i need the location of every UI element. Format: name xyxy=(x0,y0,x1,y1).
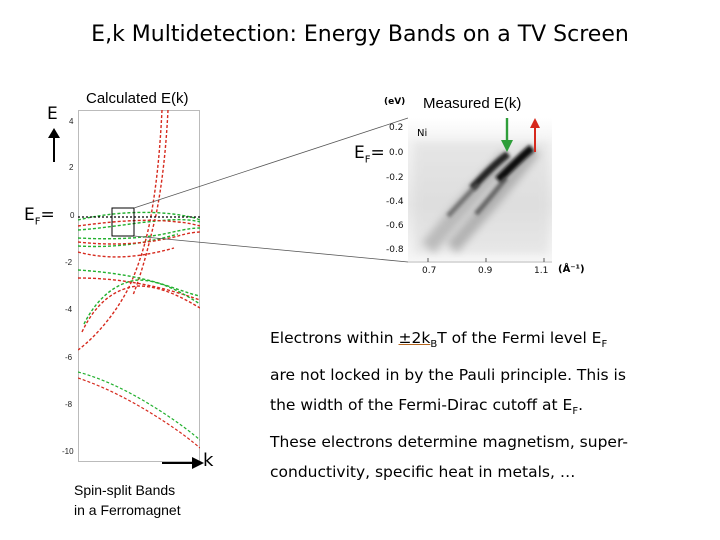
meas-xunit: (Å⁻¹) xyxy=(558,264,585,275)
meas-ytick: -0.4 xyxy=(386,197,404,207)
meas-xtick: 0.9 xyxy=(478,266,493,276)
band-spin-down xyxy=(78,211,200,221)
band-spin-up xyxy=(81,285,200,333)
meas-fermi-label: EF= xyxy=(354,143,385,166)
meas-xtick: 1.1 xyxy=(534,266,549,276)
calc-ytick: 2 xyxy=(69,163,74,172)
spin-down-arrow-icon xyxy=(501,118,513,152)
zoom-connector-line xyxy=(133,235,409,263)
calculated-band-plot xyxy=(78,110,200,462)
band-spin-down xyxy=(78,371,200,441)
calc-ytick: 0 xyxy=(70,211,75,220)
band-spin-up xyxy=(132,110,169,296)
band-spin-up xyxy=(78,377,200,449)
meas-ytick: 0.0 xyxy=(389,148,404,158)
band-spin-up xyxy=(78,247,175,258)
calc-ytick: -6 xyxy=(65,353,73,362)
arpes-image xyxy=(408,118,552,263)
caption-line: in a Ferromagnet xyxy=(74,502,181,518)
calc-ytick: 4 xyxy=(69,117,74,126)
band-spin-up xyxy=(78,277,200,301)
calc-ytick: -8 xyxy=(65,400,73,409)
calc-fermi-label: EF= xyxy=(24,205,55,228)
measured-heading: Measured E(k) xyxy=(423,95,522,112)
band-spin-up xyxy=(78,219,200,227)
meas-xtick: 0.7 xyxy=(422,266,437,276)
pm-thermal-width: ±2kB xyxy=(398,329,438,351)
measured-unit: (eV) xyxy=(384,97,406,107)
text-line: the width of the Fermi-Dirac cutoff at E… xyxy=(270,396,584,418)
band-spin-down xyxy=(78,269,200,297)
meas-ytick: -0.8 xyxy=(386,245,404,255)
text-line: are not locked in by the Pauli principle… xyxy=(270,366,626,385)
energy-up-arrow-icon xyxy=(48,128,60,162)
text-line: conductivity, specific heat in metals, … xyxy=(270,463,576,481)
energy-axis-label: E xyxy=(47,104,58,124)
text-line: These electrons determine magnetism, sup… xyxy=(270,433,628,451)
band-spin-up xyxy=(78,110,163,351)
k-axis-label: k xyxy=(203,450,214,471)
calc-ytick: -2 xyxy=(65,258,73,267)
band-spin-down xyxy=(78,227,200,240)
meas-ytick: 0.2 xyxy=(389,123,404,133)
band-spin-up xyxy=(78,231,200,245)
calc-ytick: -10 xyxy=(62,447,74,456)
zoom-box xyxy=(111,207,135,237)
k-arrow-icon xyxy=(162,457,204,469)
meas-ytick: -0.6 xyxy=(386,221,404,231)
explanation-paragraph: Electrons within ±2kBT of the Fermi leve… xyxy=(270,323,710,427)
text-line: Electrons within ±2kBT of the Fermi leve… xyxy=(270,329,608,351)
zoom-connector-line xyxy=(133,117,409,209)
caption-line: Spin-split Bands xyxy=(74,482,176,498)
band-spin-down xyxy=(78,233,179,248)
slide-title: E,k Multidetection: Energy Bands on a TV… xyxy=(91,22,629,47)
band-spin-down xyxy=(78,218,200,231)
explanation-paragraph-2: These electrons determine magnetism, sup… xyxy=(270,427,710,487)
meas-element-label: Ni xyxy=(417,128,428,139)
band-spin-down xyxy=(83,279,200,325)
spin-up-arrow-icon xyxy=(530,118,540,152)
calc-ytick: -4 xyxy=(65,305,73,314)
meas-ytick: -0.2 xyxy=(386,173,404,183)
calculated-heading: Calculated E(k) xyxy=(86,90,189,107)
